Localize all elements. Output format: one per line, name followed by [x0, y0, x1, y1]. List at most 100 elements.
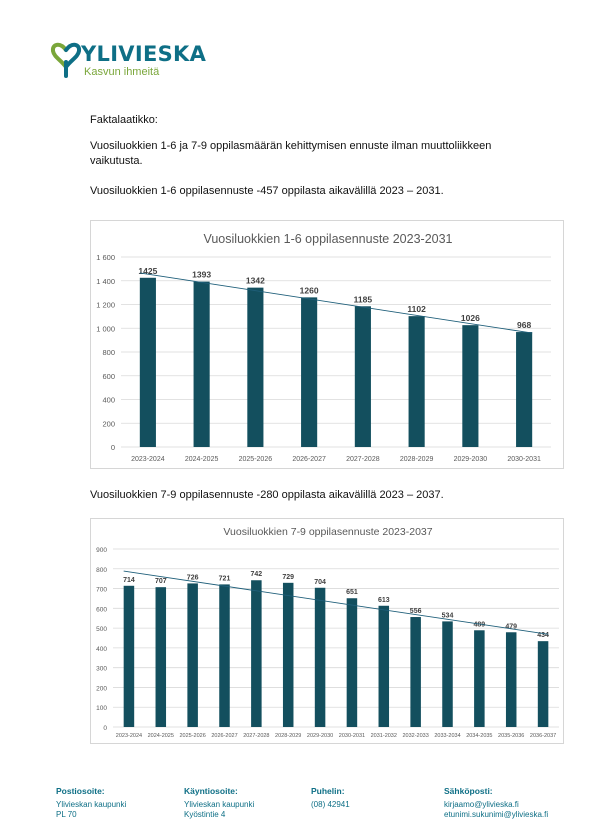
- footer-phone-number: (08) 42941: [311, 800, 350, 809]
- data-label: 479: [505, 623, 517, 630]
- bar: [462, 325, 479, 447]
- bar: [378, 605, 390, 727]
- trendline: [123, 570, 549, 635]
- x-tick-label: 2028-2029: [275, 733, 301, 739]
- y-tick-label: 100: [96, 705, 107, 712]
- x-tick-label: 2023-2024: [116, 733, 142, 739]
- data-label: 1425: [138, 266, 157, 276]
- data-label: 742: [251, 571, 263, 578]
- bar: [408, 316, 425, 447]
- y-tick-label: 1 000: [96, 324, 115, 333]
- bar: [474, 630, 485, 727]
- y-tick-label: 1 400: [96, 277, 115, 286]
- y-tick-label: 0: [103, 725, 107, 732]
- x-tick-label: 2034-2035: [466, 733, 492, 739]
- footer-visit-line: Ylivieskan kaupunki: [184, 800, 255, 809]
- bar: [346, 598, 358, 727]
- data-label: 1393: [192, 270, 211, 280]
- footer-postal-heading: Postiosoite:: [56, 786, 105, 796]
- data-label: 704: [314, 579, 326, 586]
- bar: [537, 641, 549, 727]
- x-tick-label: 2027-2028: [243, 733, 269, 739]
- chart-grades-7-9: Vuosiluokkien 7-9 oppilasennuste 2023-20…: [90, 518, 564, 744]
- footer-phone: Puhelin: (08) 42941: [311, 786, 350, 810]
- fact-heading: Faktalaatikko:: [90, 114, 158, 126]
- footer-visit: Käyntiosoite: Ylivieskan kaupunki Kyösti…: [184, 786, 254, 820]
- data-label: 1185: [354, 294, 373, 304]
- data-label: 1102: [407, 304, 426, 314]
- footer-phone-heading: Puhelin:: [311, 786, 345, 796]
- y-tick-label: 400: [102, 396, 115, 405]
- y-tick-label: 1 600: [96, 253, 115, 262]
- logo: YLIVIESKA Kasvun ihmeitä: [50, 40, 206, 80]
- data-label: 729: [282, 574, 294, 581]
- footer-postal: Postiosoite: Ylivieskan kaupunki PL 70: [56, 786, 126, 820]
- y-tick-label: 800: [102, 348, 115, 357]
- y-tick-label: 900: [96, 547, 107, 554]
- bar: [139, 277, 156, 447]
- brand-name: YLIVIESKA: [81, 42, 207, 66]
- x-tick-label: 2035-2036: [498, 733, 524, 739]
- data-label: 613: [378, 597, 390, 604]
- footer-visit-heading: Käyntiosoite:: [184, 786, 238, 796]
- x-tick-label: 2029-2030: [454, 456, 488, 463]
- bar: [301, 297, 318, 447]
- bar: [247, 287, 264, 447]
- trendline: [139, 272, 533, 334]
- y-tick-label: 500: [96, 626, 107, 633]
- data-label: 1026: [461, 313, 480, 323]
- bar: [282, 582, 294, 727]
- intro-text: Vuosiluokkien 1-6 ja 7-9 oppilasmäärän k…: [90, 140, 492, 167]
- footer-postal-line: Ylivieskan kaupunki: [56, 800, 127, 809]
- chart-title: Vuosiluokkien 7-9 oppilasennuste 2023-20…: [223, 526, 432, 538]
- data-label: 726: [187, 574, 199, 581]
- x-tick-label: 2026-2027: [211, 733, 237, 739]
- x-tick-label: 2028-2029: [400, 456, 434, 463]
- x-tick-label: 2023-2024: [131, 456, 165, 463]
- x-tick-label: 2036-2037: [530, 733, 556, 739]
- x-tick-label: 2026-2027: [292, 456, 326, 463]
- bar: [187, 583, 198, 727]
- y-tick-label: 200: [96, 685, 107, 692]
- chart2-caption: Vuosiluokkien 7-9 oppilasennuste -280 op…: [90, 489, 444, 501]
- bar: [314, 587, 326, 727]
- bar: [123, 585, 135, 727]
- bar: [505, 632, 517, 727]
- footer-postal-line: PL 70: [56, 810, 77, 819]
- footer-email-link[interactable]: etunimi.sukunimi@ylivieska.fi: [444, 810, 549, 819]
- x-tick-label: 2024-2025: [148, 733, 174, 739]
- footer-email: Sähköposti: kirjaamo@ylivieska.fi etunim…: [444, 786, 548, 820]
- data-label: 651: [346, 589, 358, 596]
- data-label: 489: [474, 621, 486, 628]
- x-tick-label: 2029-2030: [307, 733, 333, 739]
- footer-email-link[interactable]: kirjaamo@ylivieska.fi: [444, 800, 519, 809]
- y-tick-label: 0: [111, 443, 115, 452]
- logo-mark-icon: [50, 42, 82, 78]
- y-tick-label: 700: [96, 587, 107, 594]
- bar: [442, 621, 453, 727]
- bar: [155, 587, 167, 727]
- y-tick-label: 600: [96, 606, 107, 613]
- bar: [516, 332, 533, 447]
- y-tick-label: 300: [96, 666, 107, 673]
- bar: [193, 281, 210, 447]
- footer-visit-line: Kyöstintie 4: [184, 810, 226, 819]
- data-label: 707: [155, 578, 167, 585]
- bar: [354, 306, 371, 447]
- x-tick-label: 2027-2028: [346, 456, 380, 463]
- chart-grades-7-9-svg: Vuosiluokkien 7-9 oppilasennuste 2023-20…: [96, 526, 559, 739]
- data-label: 968: [517, 320, 531, 330]
- chart-title: Vuosiluokkien 1-6 oppilasennuste 2023-20…: [203, 232, 452, 246]
- x-tick-label: 2030-2031: [339, 733, 365, 739]
- x-tick-label: 2025-2026: [179, 733, 205, 739]
- x-tick-label: 2024-2025: [185, 456, 219, 463]
- y-tick-label: 1 200: [96, 301, 115, 310]
- bar: [219, 584, 230, 727]
- x-tick-label: 2025-2026: [239, 456, 273, 463]
- y-tick-label: 600: [102, 372, 115, 381]
- data-label: 721: [219, 575, 231, 582]
- x-tick-label: 2032-2033: [402, 733, 428, 739]
- data-label: 1342: [246, 276, 265, 286]
- x-tick-label: 2031-2032: [371, 733, 397, 739]
- x-tick-label: 2030-2031: [507, 456, 541, 463]
